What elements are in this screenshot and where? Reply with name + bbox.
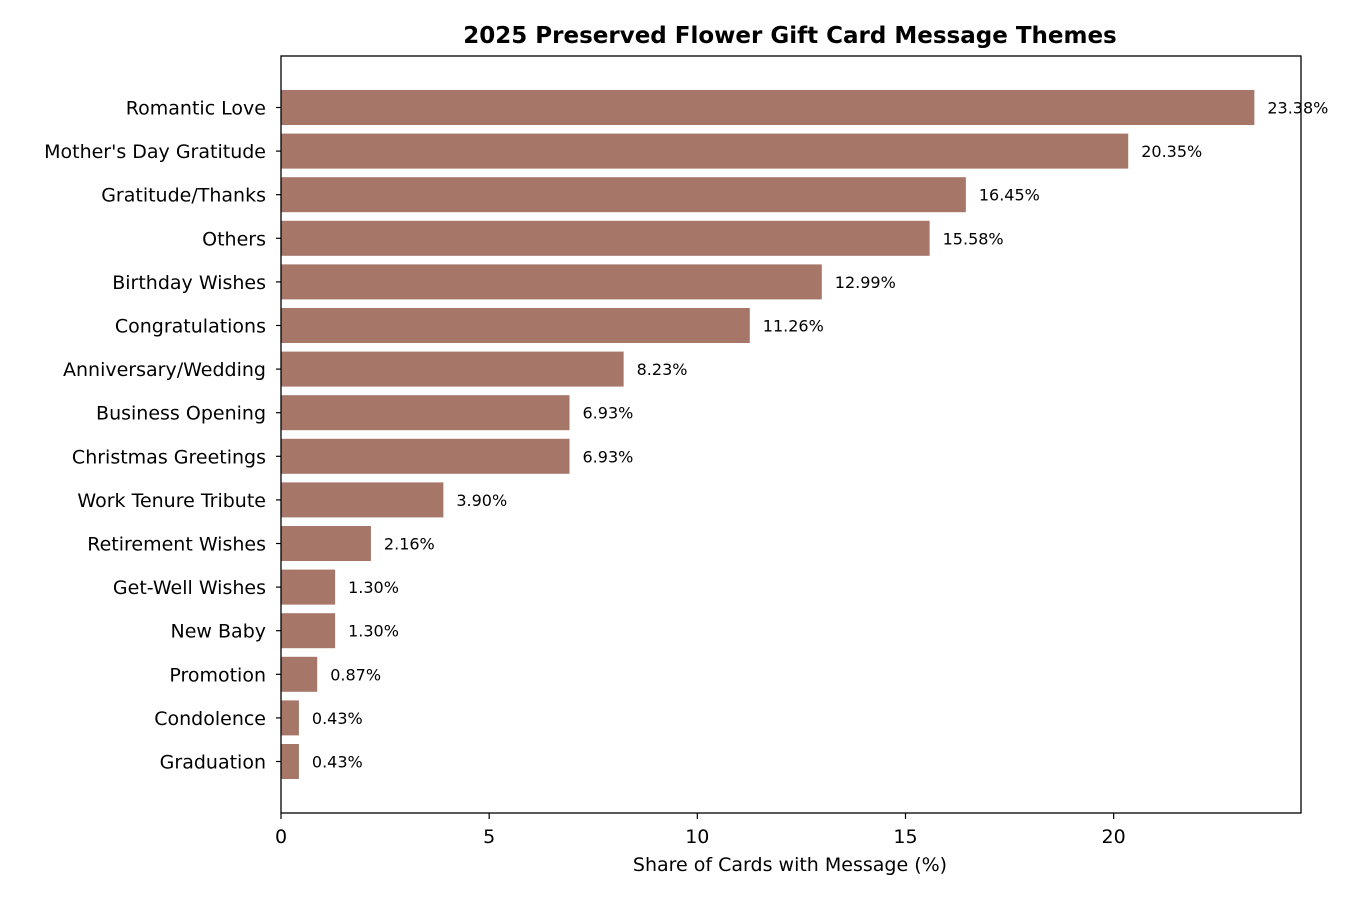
category-label: Romantic Love <box>126 98 266 120</box>
bar-value-label: 12.99% <box>835 273 896 292</box>
x-tick-label: 0 <box>275 826 287 848</box>
bar <box>281 656 318 692</box>
bar <box>281 220 930 256</box>
category-label: Graduation <box>160 752 266 774</box>
bar <box>281 351 624 387</box>
bar <box>281 308 750 343</box>
value-labels-group: 23.38% 20.35% 16.45% 15.58% 12.99% 11.26% 8.23… <box>312 99 1328 772</box>
chart-title: 2025 Preserved Flower Gift Card Message … <box>463 23 1116 49</box>
bar <box>281 744 299 779</box>
bar-value-label: 3.90% <box>456 491 507 510</box>
category-label: Christmas Greetings <box>72 446 266 468</box>
bar-value-label: 1.30% <box>348 622 399 641</box>
category-label: Mother's Day Gratitude <box>44 141 266 163</box>
bar <box>281 700 299 736</box>
category-label: Retirement Wishes <box>87 534 266 556</box>
x-tick-label: 10 <box>685 826 709 848</box>
bar-value-label: 0.87% <box>330 665 381 684</box>
category-label: Work Tenure Tribute <box>77 490 266 512</box>
category-label: Gratitude/Thanks <box>101 185 266 207</box>
category-label: New Baby <box>171 621 266 643</box>
bar-value-label: 6.93% <box>583 447 634 466</box>
bar-value-label: 16.45% <box>979 186 1040 205</box>
plot-frame <box>280 55 1302 814</box>
category-labels-group: Romantic Love Mother's Day Gratitude Grati… <box>44 98 281 774</box>
category-label: Get-Well Wishes <box>113 577 266 599</box>
bar <box>281 177 966 213</box>
x-axis-label: Share of Cards with Message (%) <box>633 854 947 876</box>
bar-value-label: 2.16% <box>384 535 435 554</box>
category-label: Promotion <box>169 664 266 686</box>
x-axis-ticks-group: 0 5 10 15 20 <box>275 813 1126 848</box>
bars-group <box>281 90 1255 779</box>
category-label: Condolence <box>154 708 266 730</box>
bar-value-label: 23.38% <box>1267 99 1328 118</box>
bar <box>281 133 1129 169</box>
bar <box>281 264 822 300</box>
bar-value-label: 0.43% <box>312 709 363 728</box>
bar-value-label: 20.35% <box>1141 142 1202 161</box>
category-label: Business Opening <box>96 403 266 425</box>
bar-value-label: 8.23% <box>637 360 688 379</box>
bar-value-label: 6.93% <box>583 404 634 423</box>
bar-value-label: 11.26% <box>763 317 824 336</box>
bar <box>281 90 1255 125</box>
category-label: Birthday Wishes <box>112 272 266 294</box>
bar <box>281 613 336 649</box>
x-tick-label: 20 <box>1102 826 1126 848</box>
bar <box>281 438 570 474</box>
bar-value-label: 1.30% <box>348 578 399 597</box>
category-label: Anniversary/Wedding <box>63 359 266 381</box>
category-label: Others <box>202 228 266 250</box>
category-label: Congratulations <box>115 316 266 338</box>
bar <box>281 482 444 518</box>
bar-value-label: 15.58% <box>943 229 1004 248</box>
bar-value-label: 0.43% <box>312 753 363 772</box>
x-tick-label: 15 <box>893 826 917 848</box>
bar <box>281 526 371 561</box>
bar <box>281 569 336 605</box>
x-tick-label: 5 <box>483 826 495 848</box>
bar <box>281 395 570 431</box>
